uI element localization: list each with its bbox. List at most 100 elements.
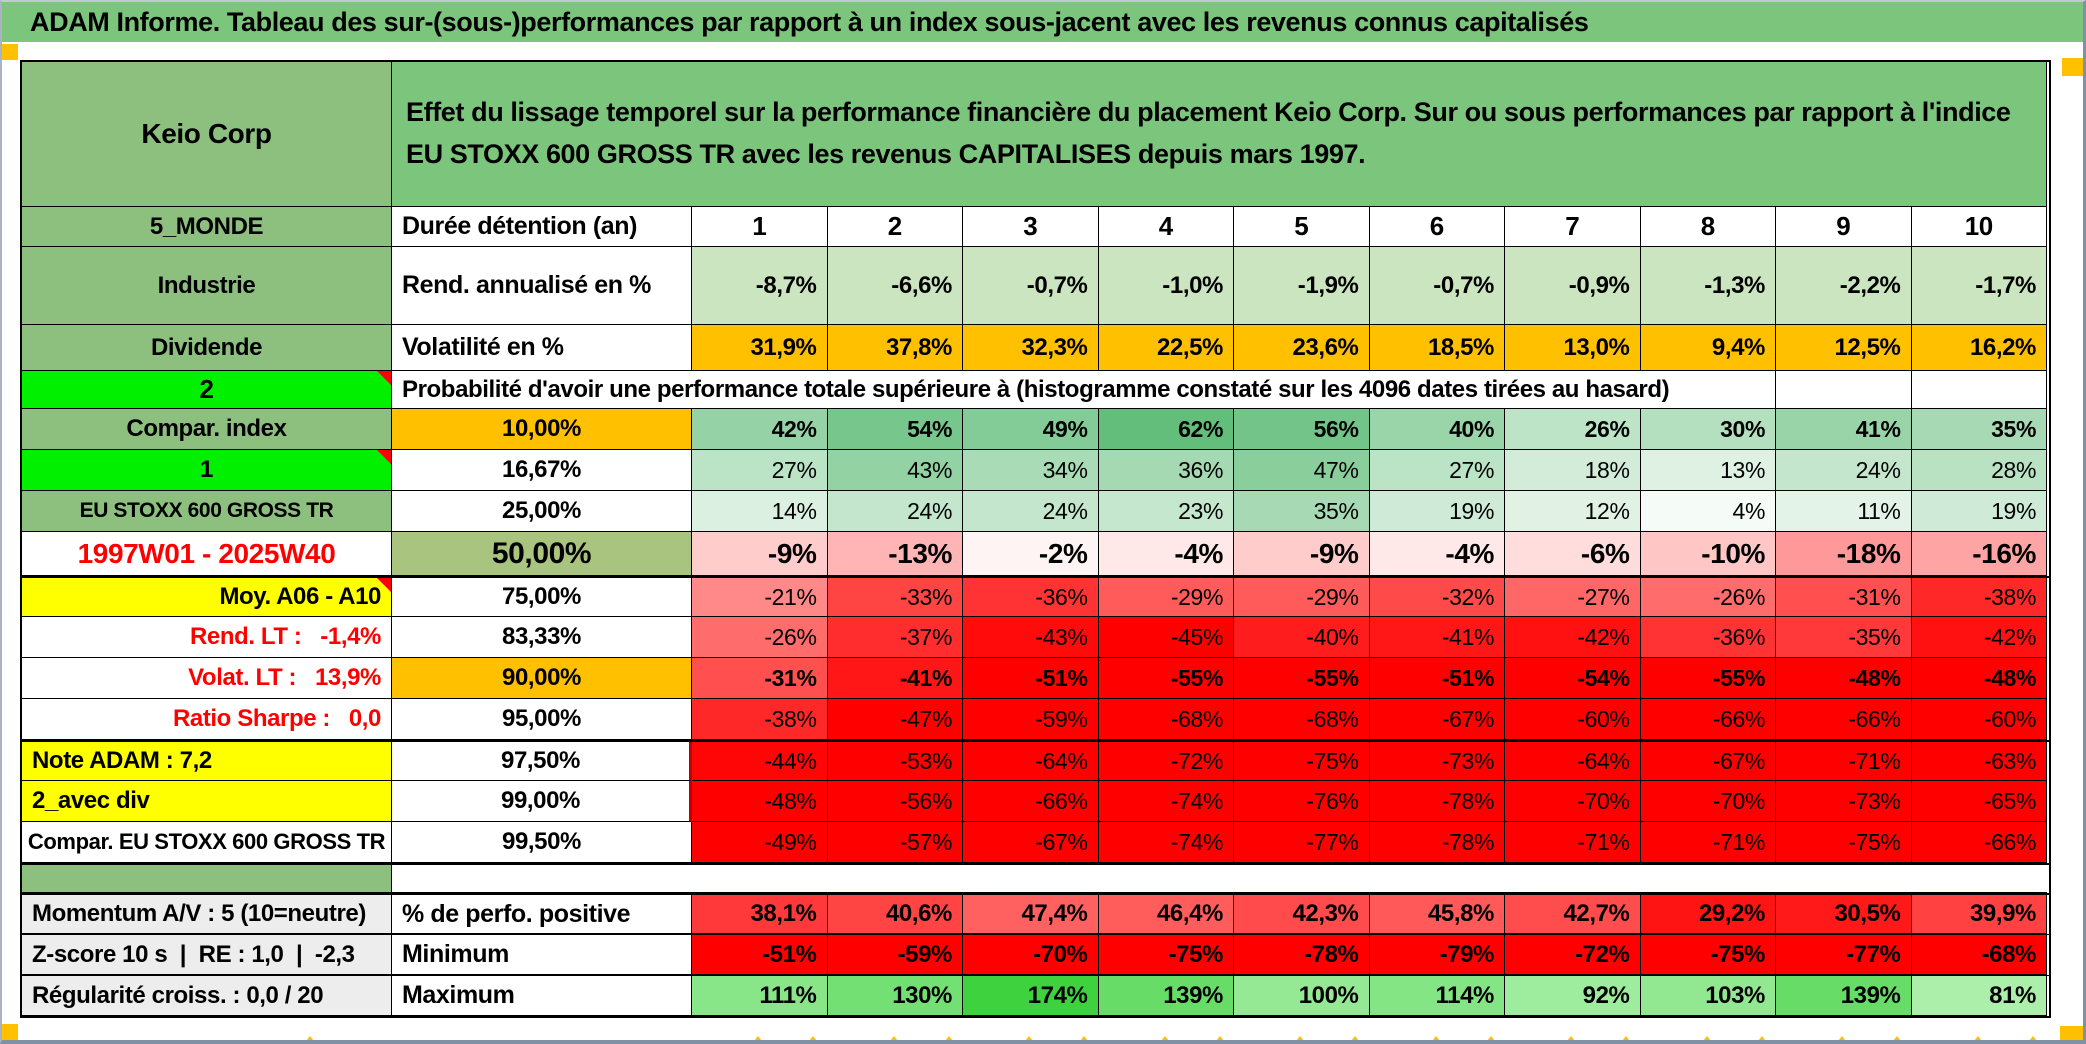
- probability-value-cell: -53%: [827, 742, 963, 781]
- probability-value-cell: -68%: [1098, 699, 1234, 740]
- probability-value-cell: 12%: [1505, 491, 1641, 532]
- metric-label-cell: Maximum: [392, 976, 692, 1016]
- stat-value-cell: -0,7%: [1369, 247, 1505, 325]
- percentile-cell: 99,50%: [392, 822, 692, 863]
- probability-value-cell: -4%: [1369, 532, 1505, 576]
- footer-value-cell: 30,5%: [1776, 895, 1912, 934]
- footer-value-cell: -59%: [827, 935, 963, 975]
- probability-value-cell: -42%: [1505, 617, 1641, 658]
- footer-value-cell: 100%: [1234, 976, 1370, 1016]
- probability-value-cell: 24%: [827, 491, 963, 532]
- cropped-glyph-mark: [1292, 1036, 1308, 1040]
- probability-value-cell: -48%: [1776, 658, 1912, 699]
- indicator-label-cell: Momentum A/V : 5 (10=neutre): [22, 895, 392, 934]
- table-row: Moy. A06 - A10 75,00% -21% -33% -36% -29% -29%…: [22, 576, 2049, 617]
- probability-value-cell: 24%: [963, 491, 1099, 532]
- probability-value-cell: 47%: [1234, 450, 1370, 491]
- probability-value-cell: -13%: [827, 532, 963, 576]
- percentile-cell: 99,00%: [392, 781, 692, 822]
- table-row: Régularité croiss. : 0,0 / 20 Maximum 111%…: [22, 975, 2049, 1016]
- cropped-glyph-mark: [1076, 1036, 1092, 1040]
- probability-value-cell: -26%: [1640, 578, 1776, 617]
- probability-value-cell: -66%: [963, 781, 1099, 822]
- cropped-glyph-mark: [1021, 1036, 1037, 1040]
- footer-value-cell: 42,3%: [1234, 895, 1370, 934]
- metric-label-cell: Minimum: [392, 935, 692, 975]
- table-row: Industrie Rend. annualisé en % -8,7% -6,6% -…: [22, 247, 2049, 325]
- probability-value-cell: 30%: [1640, 409, 1776, 450]
- probability-value-cell: -59%: [963, 699, 1099, 740]
- orange-marker-top-right: [2062, 58, 2083, 76]
- footer-value-cell: 42,7%: [1505, 895, 1641, 934]
- stat-value-cell: 13,0%: [1505, 325, 1641, 371]
- percentile-cell: 97,50%: [392, 742, 692, 781]
- probability-value-cell: -66%: [1776, 699, 1912, 740]
- probability-value-cell: -54%: [1505, 658, 1641, 699]
- probability-value-cell: -43%: [963, 617, 1099, 658]
- probability-value-cell: -74%: [1098, 781, 1234, 822]
- stat-value-cell: -6,6%: [827, 247, 963, 325]
- probability-value-cell: 54%: [827, 409, 963, 450]
- probability-value-cell: 26%: [1505, 409, 1641, 450]
- table-row: EU STOXX 600 GROSS TR 25,00% 14% 24% 24% 23% 3…: [22, 491, 2049, 532]
- footer-value-cell: 139%: [1098, 976, 1234, 1016]
- table-row: 2 Probabilité d'avoir une performance tot…: [22, 371, 2049, 409]
- footer-value-cell: 81%: [1911, 976, 2047, 1016]
- footer-value-cell: 40,6%: [827, 895, 963, 934]
- percentile-cell: 25,00%: [392, 491, 692, 532]
- table-row: Momentum A/V : 5 (10=neutre)% de perfo. …: [22, 893, 2049, 934]
- probability-value-cell: -44%: [692, 742, 828, 781]
- probability-value-cell: 35%: [1234, 491, 1370, 532]
- probability-value-cell: -63%: [1911, 742, 2047, 781]
- cropped-glyph-mark: [1618, 1036, 1634, 1040]
- footer-value-cell: 92%: [1505, 976, 1641, 1016]
- table-row: Compar. index 10,00% 42% 54% 49% 62% 56% 40% 26%…: [22, 409, 2049, 450]
- cropped-glyph-mark: [1347, 1036, 1363, 1040]
- year-column-header: 9: [1776, 207, 1912, 247]
- stat-value-cell: 16,2%: [1911, 325, 2047, 371]
- probability-value-cell: -41%: [1369, 617, 1505, 658]
- table-row: Volat. LT : 13,9% 90,00% -31% -41% -51% -55% -…: [22, 658, 2049, 699]
- probability-value-cell: -55%: [1098, 658, 1234, 699]
- probability-value-cell: -36%: [1640, 617, 1776, 658]
- table-row: 1997W01 - 2025W40 50,00% -9% -13% -2% -4% -9% -…: [22, 532, 2049, 576]
- spacer-cell: [22, 865, 392, 893]
- cropped-glyph-mark: [1156, 1036, 1173, 1040]
- probability-value-cell: -65%: [1911, 781, 2047, 822]
- probability-value-cell: -78%: [1369, 781, 1505, 822]
- probability-value-cell: 28%: [1911, 450, 2047, 491]
- percentile-cell: 75,00%: [392, 578, 692, 617]
- probability-value-cell: 14%: [692, 491, 828, 532]
- cropped-glyph-mark: [940, 1036, 957, 1040]
- probability-value-cell: -60%: [1911, 699, 2047, 740]
- footer-value-cell: 29,2%: [1640, 895, 1776, 934]
- metric-label-cell: Volatilité en %: [392, 325, 692, 371]
- stat-value-cell: -2,2%: [1776, 247, 1912, 325]
- probability-value-cell: -77%: [1234, 822, 1370, 863]
- probability-value-cell: -75%: [1234, 742, 1370, 781]
- performance-table: Keio Corp Effet du lissage temporel sur l…: [20, 60, 2051, 1018]
- cropped-glyph-mark: [1563, 1036, 1579, 1040]
- probability-value-cell: -71%: [1505, 822, 1641, 863]
- footer-value-cell: -72%: [1505, 935, 1641, 975]
- probability-value-cell: 49%: [963, 409, 1099, 450]
- empty-cell: [1776, 371, 1912, 409]
- probability-value-cell: -45%: [1098, 617, 1234, 658]
- probability-value-cell: 56%: [1234, 409, 1370, 450]
- probability-value-cell: -64%: [963, 742, 1099, 781]
- cropped-glyph-mark: [1211, 1036, 1228, 1040]
- orange-marker-top-left: [2, 44, 18, 60]
- probability-value-cell: 40%: [1369, 409, 1505, 450]
- row-label-cell: Industrie: [22, 247, 392, 325]
- cropped-glyph-mark: [805, 1036, 821, 1040]
- probability-value-cell: -75%: [1776, 822, 1912, 863]
- probability-value-cell: -31%: [1776, 578, 1912, 617]
- probability-value-cell: 11%: [1776, 491, 1912, 532]
- probability-value-cell: -51%: [963, 658, 1099, 699]
- stat-value-cell: 9,4%: [1640, 325, 1776, 371]
- probability-value-cell: 27%: [1369, 450, 1505, 491]
- row-label-cell: Ratio Sharpe : 0,0: [22, 699, 392, 740]
- cropped-glyph-mark: [2024, 1036, 2041, 1040]
- stat-value-cell: -1,0%: [1098, 247, 1234, 325]
